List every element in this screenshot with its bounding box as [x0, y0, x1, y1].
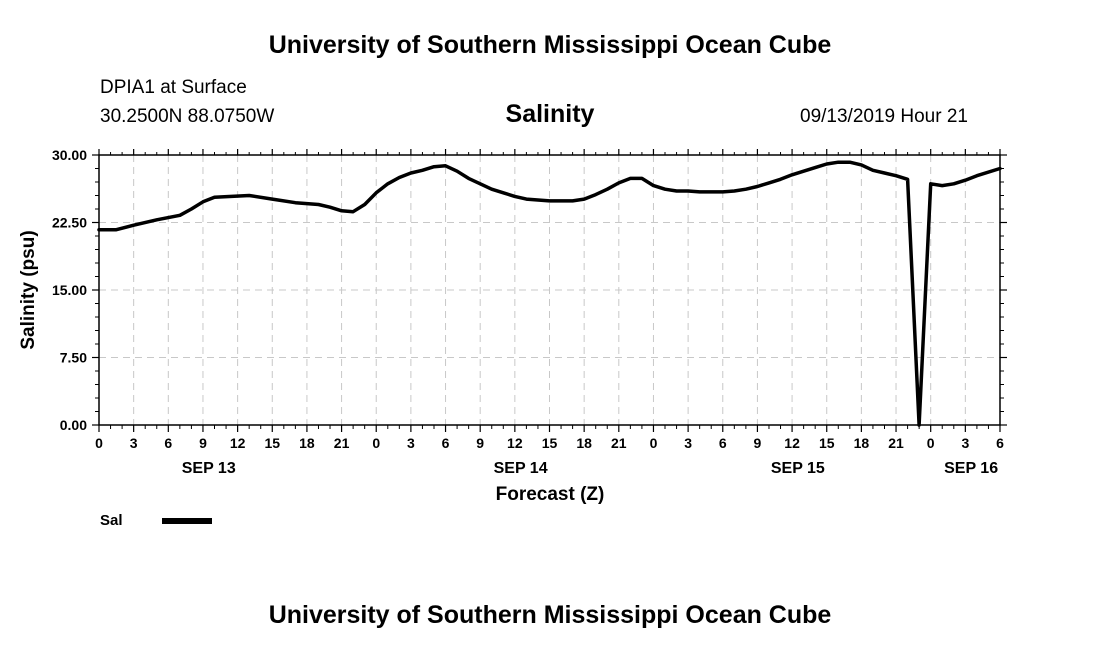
day-label: SEP 13 [182, 460, 236, 477]
y-axis-label: Salinity (psu) [18, 230, 39, 349]
x-tick-label: 0 [372, 435, 380, 451]
x-tick-label: 12 [784, 435, 800, 451]
x-tick-label: 21 [888, 435, 904, 451]
x-tick-label: 3 [684, 435, 692, 451]
x-tick-label: 18 [854, 435, 870, 451]
x-tick-label: 3 [130, 435, 138, 451]
station-label: DPIA1 at Surface [100, 77, 247, 98]
x-tick-label: 12 [230, 435, 246, 451]
x-tick-label: 21 [611, 435, 627, 451]
x-tick-label: 0 [927, 435, 935, 451]
series-line-sal [97, 160, 1002, 427]
grid-lines [99, 155, 1000, 425]
x-tick-label: 9 [199, 435, 207, 451]
y-tick-label: 0.00 [60, 417, 87, 433]
y-tick-label: 15.00 [52, 282, 87, 298]
station-coordinates: 30.2500N 88.0750W [100, 106, 275, 127]
y-tick-label: 30.00 [52, 147, 87, 163]
page-title-top: University of Southern Mississippi Ocean… [268, 31, 832, 59]
page-title-bottom: University of Southern Mississippi Ocean… [268, 601, 832, 629]
x-tick-label: 12 [507, 435, 523, 451]
x-tick-label: 6 [719, 435, 727, 451]
x-tick-label: 21 [334, 435, 350, 451]
day-label: SEP 15 [771, 460, 825, 477]
day-label: SEP 14 [494, 460, 548, 477]
series-lines [97, 160, 1002, 427]
x-tick-label: 18 [576, 435, 592, 451]
legend: Sal [100, 512, 212, 529]
day-label: SEP 16 [944, 460, 998, 477]
tick-marks [92, 149, 1007, 432]
legend-label: Sal [100, 512, 123, 529]
x-tick-label: 9 [476, 435, 484, 451]
chart-title: Salinity [505, 100, 595, 128]
y-tick-label: 7.50 [60, 350, 87, 366]
y-tick-label: 22.50 [52, 215, 87, 231]
x-axis-label: Forecast (Z) [496, 484, 605, 505]
x-tick-label: 6 [164, 435, 172, 451]
x-tick-label: 18 [299, 435, 315, 451]
x-tick-label: 15 [542, 435, 558, 451]
x-tick-label: 6 [996, 435, 1004, 451]
tick-labels: 0 3 6 9 12 15 18 21 0 3 6 9 12 15 18 21 0 3 6 9 12 15 18 21 0 3 6 0… [52, 147, 1004, 477]
x-tick-label: 0 [650, 435, 658, 451]
forecast-datetime: 09/13/2019 Hour 21 [800, 106, 968, 127]
x-tick-label: 15 [264, 435, 280, 451]
x-tick-label: 0 [95, 435, 103, 451]
x-tick-label: 3 [961, 435, 969, 451]
x-tick-label: 3 [407, 435, 415, 451]
x-tick-label: 6 [442, 435, 450, 451]
x-tick-label: 15 [819, 435, 835, 451]
x-tick-label: 9 [754, 435, 762, 451]
